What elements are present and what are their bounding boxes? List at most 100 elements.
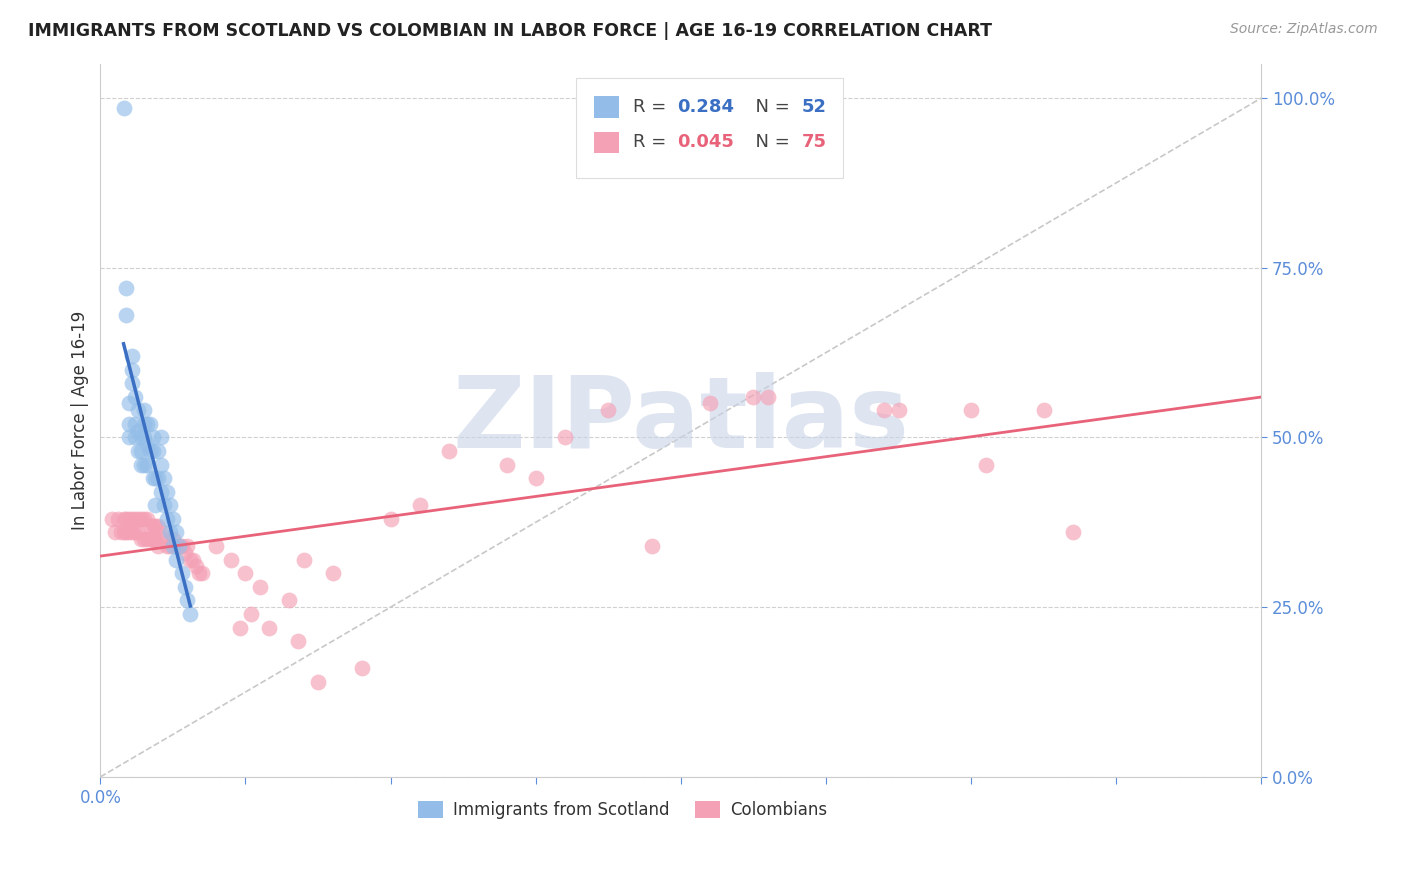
Point xyxy=(112,525,135,540)
Point xyxy=(124,525,146,540)
Point xyxy=(1062,525,1084,540)
Point xyxy=(129,533,152,547)
Point xyxy=(699,396,721,410)
Point xyxy=(132,430,155,444)
Point xyxy=(960,403,983,417)
Point xyxy=(135,437,157,451)
Point xyxy=(554,430,576,444)
Point xyxy=(1032,403,1054,417)
Point xyxy=(142,471,165,485)
Point xyxy=(156,512,179,526)
Point xyxy=(118,430,141,444)
Point xyxy=(228,620,250,634)
Text: 0.045: 0.045 xyxy=(678,134,734,152)
Point xyxy=(121,362,143,376)
Point xyxy=(127,512,149,526)
Point xyxy=(162,539,184,553)
Point xyxy=(121,376,143,391)
Point xyxy=(138,533,160,547)
Point xyxy=(145,518,167,533)
Point xyxy=(287,634,309,648)
Point xyxy=(142,518,165,533)
Legend: Immigrants from Scotland, Colombians: Immigrants from Scotland, Colombians xyxy=(412,794,834,826)
Point xyxy=(292,552,315,566)
Point xyxy=(104,525,127,540)
Point xyxy=(101,512,124,526)
Point xyxy=(240,607,263,621)
Text: R =: R = xyxy=(633,134,672,152)
Point xyxy=(148,444,170,458)
Point xyxy=(129,458,152,472)
Point xyxy=(138,417,160,431)
Point xyxy=(132,458,155,472)
Point xyxy=(127,424,149,438)
Text: R =: R = xyxy=(633,98,672,116)
Point xyxy=(162,533,184,547)
Text: Source: ZipAtlas.com: Source: ZipAtlas.com xyxy=(1230,22,1378,37)
Point xyxy=(495,458,517,472)
Point xyxy=(887,403,910,417)
Point xyxy=(153,471,176,485)
Point xyxy=(170,566,193,581)
Point xyxy=(132,512,155,526)
Point xyxy=(165,525,187,540)
Bar xyxy=(593,132,619,153)
Point xyxy=(165,552,187,566)
Text: 52: 52 xyxy=(801,98,827,116)
Point xyxy=(142,533,165,547)
Point xyxy=(179,607,201,621)
Point xyxy=(219,552,242,566)
Point xyxy=(129,444,152,458)
Point xyxy=(124,512,146,526)
Point xyxy=(249,580,271,594)
Point xyxy=(127,525,149,540)
Point xyxy=(118,417,141,431)
Point xyxy=(135,417,157,431)
Point xyxy=(115,281,138,295)
Point xyxy=(205,539,228,553)
Point xyxy=(322,566,344,581)
Point xyxy=(118,396,141,410)
Text: N =: N = xyxy=(744,134,794,152)
Point xyxy=(135,533,157,547)
Point xyxy=(150,484,173,499)
Point xyxy=(350,661,373,675)
Point xyxy=(598,403,620,417)
Point xyxy=(165,539,187,553)
Point xyxy=(127,444,149,458)
Point xyxy=(135,458,157,472)
Point xyxy=(112,512,135,526)
Point xyxy=(167,539,190,553)
Point xyxy=(150,525,173,540)
Point xyxy=(145,499,167,513)
Point xyxy=(257,620,280,634)
Point xyxy=(127,403,149,417)
Point xyxy=(153,499,176,513)
Point xyxy=(307,674,329,689)
Point xyxy=(124,430,146,444)
Point xyxy=(118,525,141,540)
Point xyxy=(124,390,146,404)
Text: N =: N = xyxy=(744,98,794,116)
Point xyxy=(129,430,152,444)
Point xyxy=(278,593,301,607)
Point xyxy=(135,512,157,526)
Text: 0.284: 0.284 xyxy=(678,98,734,116)
Point xyxy=(115,525,138,540)
Point xyxy=(176,539,198,553)
Point xyxy=(408,499,430,513)
Point xyxy=(437,444,460,458)
Point xyxy=(129,512,152,526)
Point xyxy=(162,512,184,526)
FancyBboxPatch shape xyxy=(576,78,844,178)
Point xyxy=(188,566,211,581)
Point xyxy=(380,512,402,526)
Point xyxy=(176,593,198,607)
Point xyxy=(115,308,138,322)
Point xyxy=(142,444,165,458)
Point xyxy=(148,518,170,533)
Point xyxy=(145,471,167,485)
Point xyxy=(156,484,179,499)
Point xyxy=(173,546,195,560)
Point xyxy=(148,471,170,485)
